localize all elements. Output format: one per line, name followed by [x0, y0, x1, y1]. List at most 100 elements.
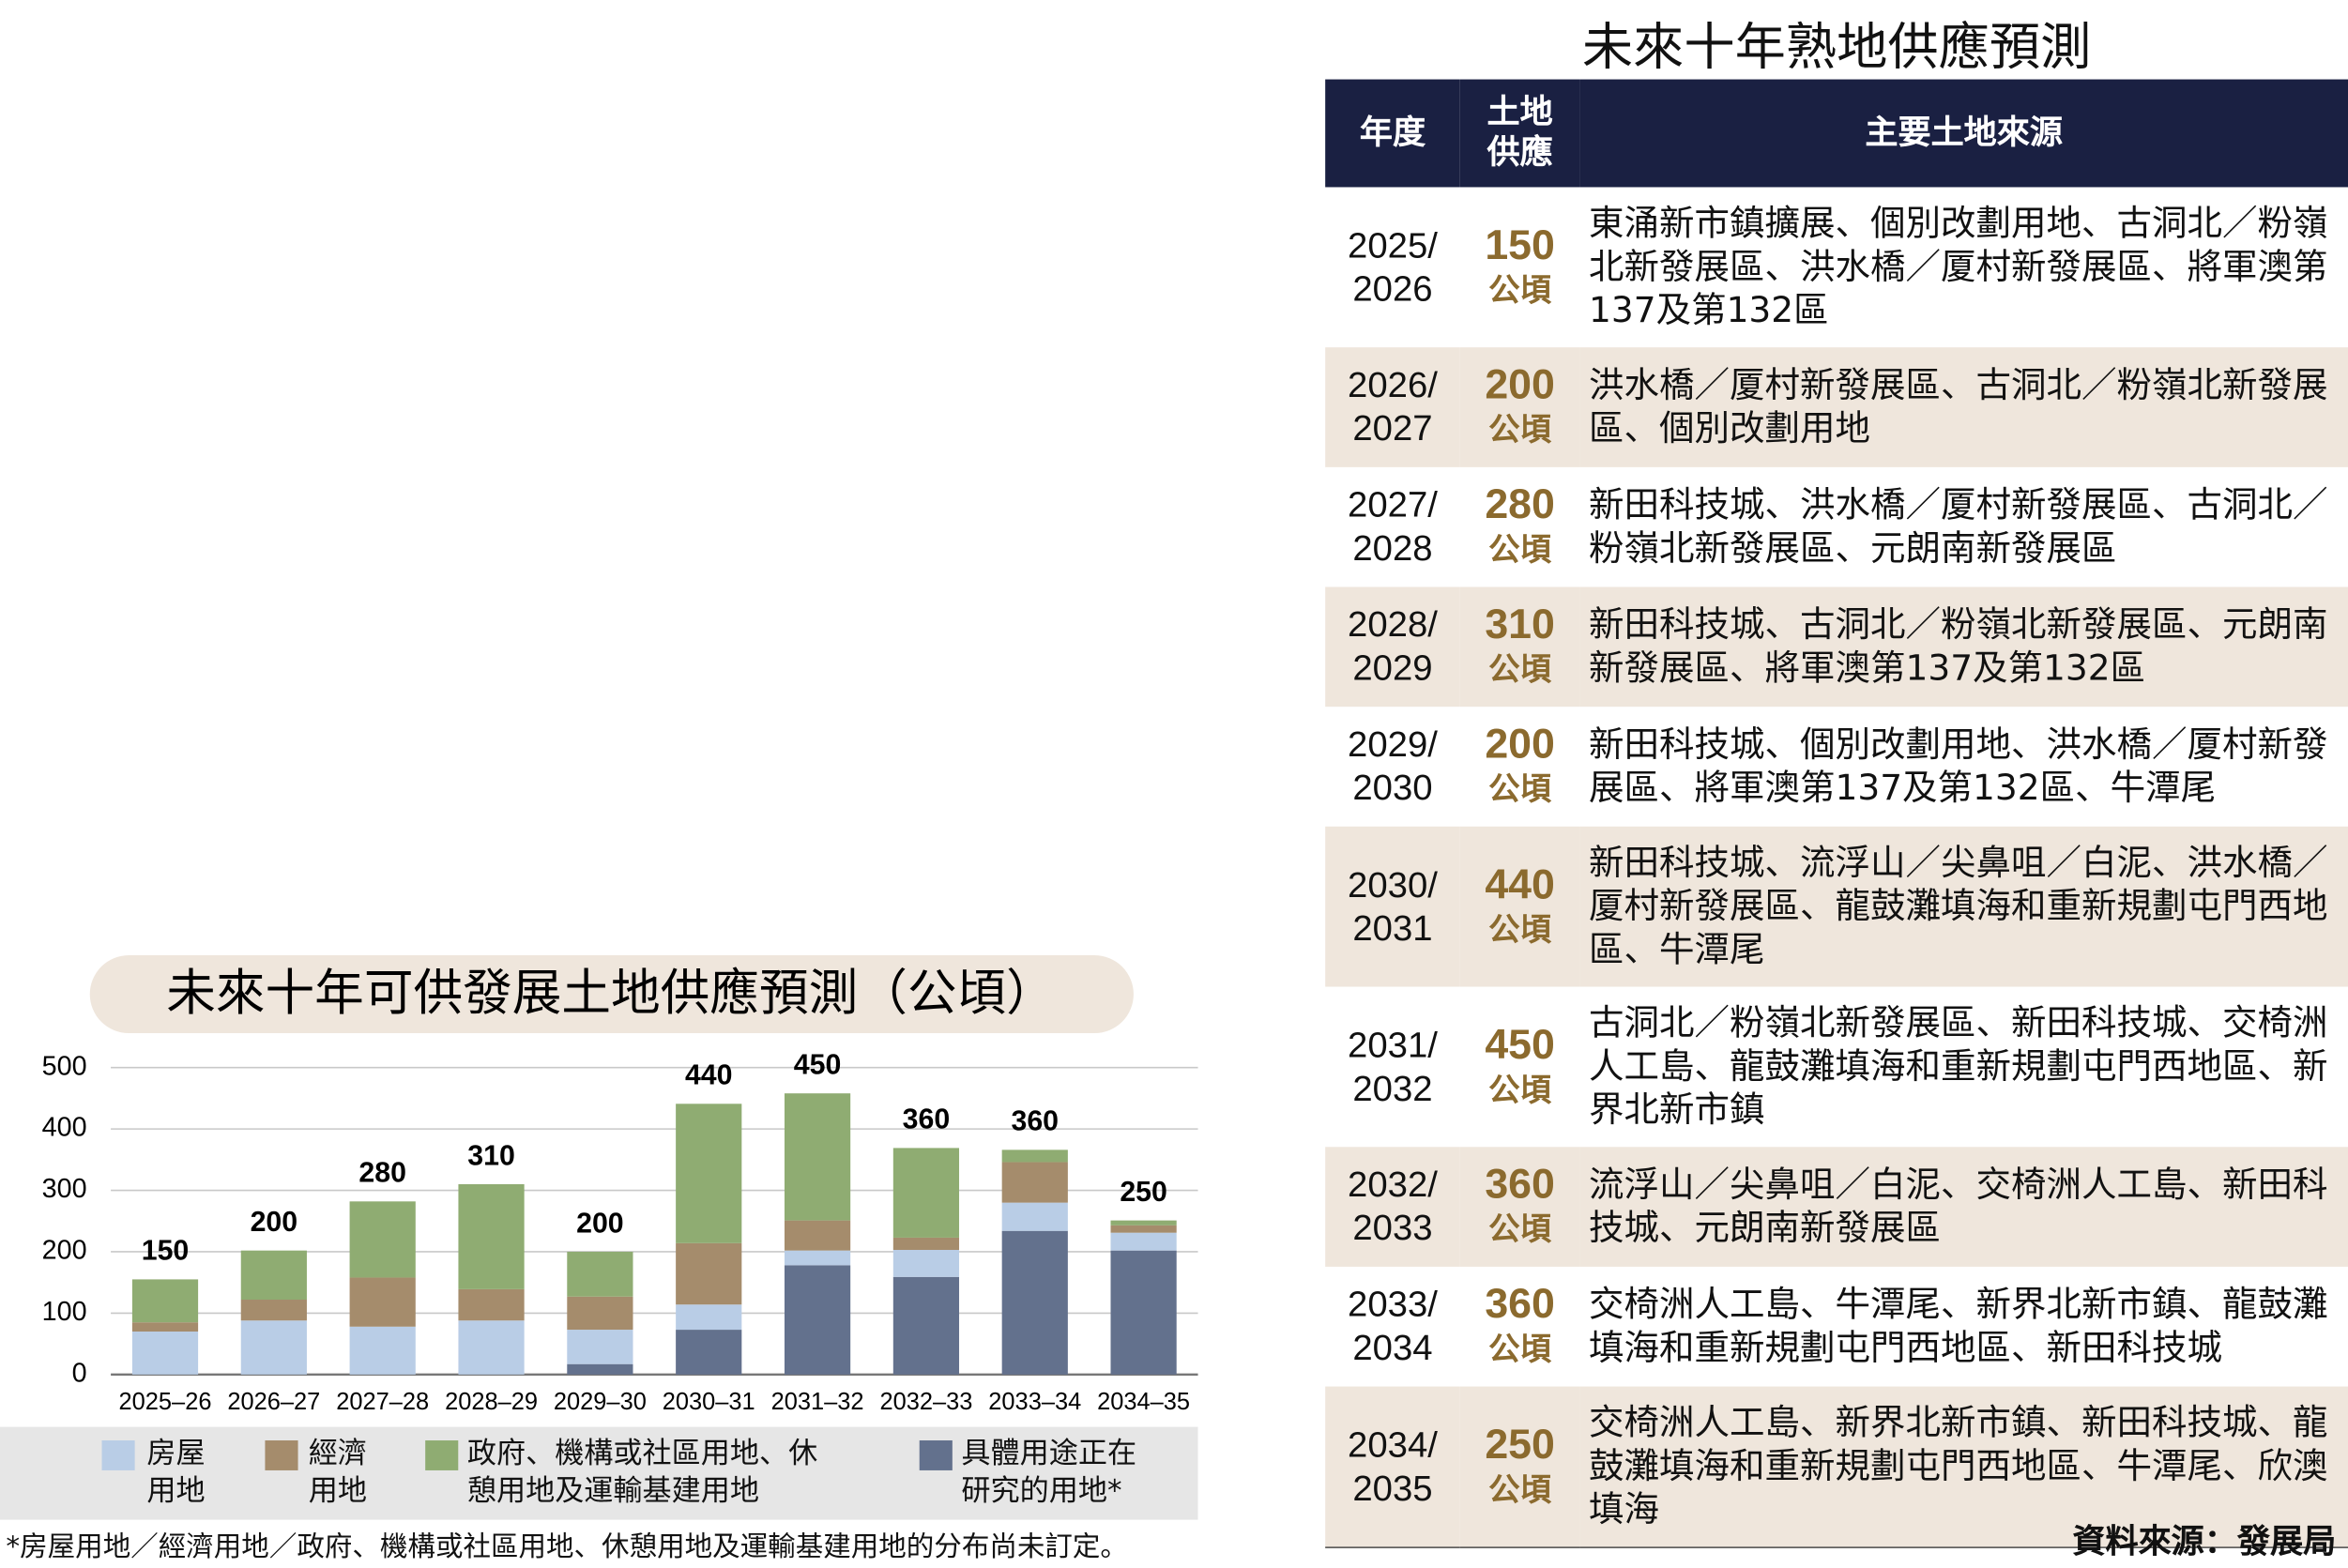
bar-segment: [131, 1279, 199, 1323]
bar-segment: [784, 1265, 851, 1375]
bar-segment: [458, 1184, 525, 1289]
supply-cell: 250 公頃: [1459, 1386, 1580, 1548]
supply-value: 310: [1485, 600, 1555, 647]
year-cell: 2030/2031: [1325, 826, 1460, 987]
x-tick-label: 2027–28: [336, 1389, 429, 1415]
supply-value: 150: [1485, 221, 1555, 267]
year: 2030/2031: [1348, 864, 1438, 949]
bar-segment: [784, 1093, 851, 1221]
bar-segment: [1110, 1232, 1177, 1251]
sources-cell: 新田科技城、古洞北／粉嶺北新發展區、元朗南新發展區、將軍澳第137及第132區: [1579, 586, 2348, 708]
supply-cell: 450 公頃: [1460, 987, 1580, 1148]
bar-segment: [458, 1288, 525, 1321]
supply-cell: 310 公頃: [1459, 586, 1580, 708]
x-tick-label: 2034–35: [1097, 1389, 1190, 1415]
table-row: 2025/2026 150 公頃 東涌新市鎮擴展、個別改劃用地、古洞北／粉嶺北新發展區…: [1325, 187, 2348, 347]
year-cell: 2028/2029: [1325, 586, 1460, 708]
x-tick-label: 2030–31: [663, 1389, 755, 1415]
supply-unit: 公頃: [1488, 770, 1552, 808]
year: 2033/2034: [1348, 1285, 1438, 1369]
x-tick-label: 2026–27: [227, 1389, 320, 1415]
bar-segment: [892, 1250, 960, 1277]
bar-segment: [240, 1300, 307, 1321]
bar-segment: [349, 1277, 416, 1327]
bar-segment: [676, 1104, 742, 1243]
table-row: 2028/2029 310 公頃 新田科技城、古洞北／粉嶺北新發展區、元朗南新發展區、…: [1325, 586, 2348, 708]
y-tick-label: 400: [42, 1113, 87, 1143]
legend-label: 房屋用地: [146, 1436, 206, 1508]
table-row: 2031/2032 450 公頃 古洞北／粉嶺北新發展區、新田科技城、交椅洲人工島、龍…: [1325, 987, 2348, 1148]
table-row: 2027/2028 280 公頃 新田科技城、洪水橋／厦村新發展區、古洞北／粉嶺北新發…: [1325, 467, 2348, 587]
table-title: 未來十年熟地供應預測: [1581, 18, 2092, 78]
supply-unit: 公頃: [1488, 1470, 1552, 1508]
y-tick-label: 300: [42, 1174, 87, 1204]
header-cell: 年度: [1325, 79, 1460, 188]
table-header: 年度 土地供應 主要土地來源: [1325, 79, 2348, 188]
bar-segment: [676, 1330, 742, 1375]
year: 2026/2027: [1348, 365, 1438, 449]
y-tick-label: 0: [72, 1358, 87, 1388]
source-note: 資料來源：發展局: [2072, 1524, 2337, 1562]
supply-unit: 公頃: [1488, 411, 1552, 449]
sources-cell: 古洞北／粉嶺北新發展區、新田科技城、交椅洲人工島、龍鼓灘填海和重新規劃屯門西地區…: [1588, 1001, 2328, 1131]
supply-cell: 360 公頃: [1459, 1147, 1580, 1267]
bar-segment: [131, 1332, 199, 1375]
supply-cell: 360 公頃: [1460, 1267, 1580, 1387]
year-cell: 2025/2026: [1325, 187, 1460, 347]
bar-segment: [1001, 1230, 1068, 1375]
sources-cell: 洪水橋／厦村新發展區、古洞北／粉嶺北新發展區、個別改劃用地: [1579, 347, 2348, 467]
sources-cell: 流浮山／尖鼻咀／白泥、交椅洲人工島、新田科技城、元朗南新發展區: [1579, 1147, 2348, 1267]
legend-swatch: [919, 1440, 953, 1470]
x-tick-label: 2032–33: [879, 1389, 972, 1415]
bar-segment: [458, 1320, 525, 1375]
supply-unit: 公頃: [1488, 531, 1552, 568]
table-row: 2029/2030 200 公頃 新田科技城、個別改劃用地、洪水橋／厦村新發展區、將軍…: [1325, 707, 2348, 827]
supply-unit: 公頃: [1488, 1210, 1552, 1248]
legend-swatch: [425, 1440, 459, 1470]
bar-segment: [784, 1250, 851, 1266]
bar-segment: [1001, 1202, 1068, 1231]
year-cell: 2029/2030: [1325, 707, 1460, 827]
supply-unit: 公頃: [1488, 651, 1552, 688]
total-label: 200: [251, 1207, 298, 1238]
year: 2028/2029: [1348, 604, 1438, 690]
supply-value: 250: [1485, 1420, 1555, 1467]
bar-segment: [892, 1276, 960, 1375]
chart-title: 未來十年可供發展土地供應預測（公頃）: [166, 965, 1056, 1022]
supply-value: 440: [1485, 860, 1555, 907]
supply-value: 360: [1485, 1160, 1555, 1208]
sources-cell: 新田科技城、個別改劃用地、洪水橋／厦村新發展區、將軍澳第137及第132區、牛潭…: [1588, 723, 2328, 809]
x-tick-label: 2028–29: [445, 1389, 538, 1415]
x-tick-label: 2031–32: [771, 1389, 864, 1415]
total-label: 250: [1120, 1177, 1167, 1208]
year: 2034/2035: [1348, 1424, 1438, 1509]
supply-unit: 公頃: [1488, 1331, 1552, 1367]
bar-segment: [1001, 1162, 1068, 1203]
supply-value: 200: [1485, 720, 1555, 767]
year-cell: 2033/2034: [1325, 1267, 1460, 1387]
table-row: 2030/2031 440 公頃 新田科技城、流浮山／尖鼻咀／白泥、洪水橋／厦村新發展…: [1325, 826, 2348, 987]
year-cell: 2027/2028: [1325, 467, 1460, 587]
title-pill: [89, 955, 1134, 1034]
bar-segment: [240, 1250, 307, 1301]
legend-label: 具體用途正在研究的用地*: [961, 1436, 1137, 1508]
year-cell: 2026/2027: [1325, 347, 1460, 467]
year: 2025/2026: [1348, 225, 1438, 310]
year-cell: 2034/2035: [1325, 1386, 1460, 1548]
bar-segment: [567, 1363, 633, 1375]
legend-box: [0, 1426, 1198, 1520]
bar-segment: [567, 1330, 633, 1364]
legend-label: 經濟用地: [308, 1436, 367, 1508]
sources-cell: 交椅洲人工島、新界北新市鎮、新田科技城、龍鼓灘填海和重新規劃屯門西地區、牛潭尾、…: [1579, 1386, 2348, 1548]
table-row: 2032/2033 360 公頃 流浮山／尖鼻咀／白泥、交椅洲人工島、新田科技城、元朗…: [1325, 1147, 2348, 1267]
bar-segment: [1110, 1220, 1177, 1225]
total-label: 150: [142, 1236, 190, 1267]
supply-cell: 200 公頃: [1460, 707, 1580, 827]
sources-cell: 新田科技城、洪水橋／厦村新發展區、古洞北／粉嶺北新發展區、元朗南新發展區: [1588, 483, 2328, 570]
total-label: 360: [903, 1104, 951, 1135]
bar-segment: [784, 1220, 851, 1251]
year: 2031/2032: [1348, 1025, 1438, 1109]
bar-segment: [892, 1148, 960, 1238]
